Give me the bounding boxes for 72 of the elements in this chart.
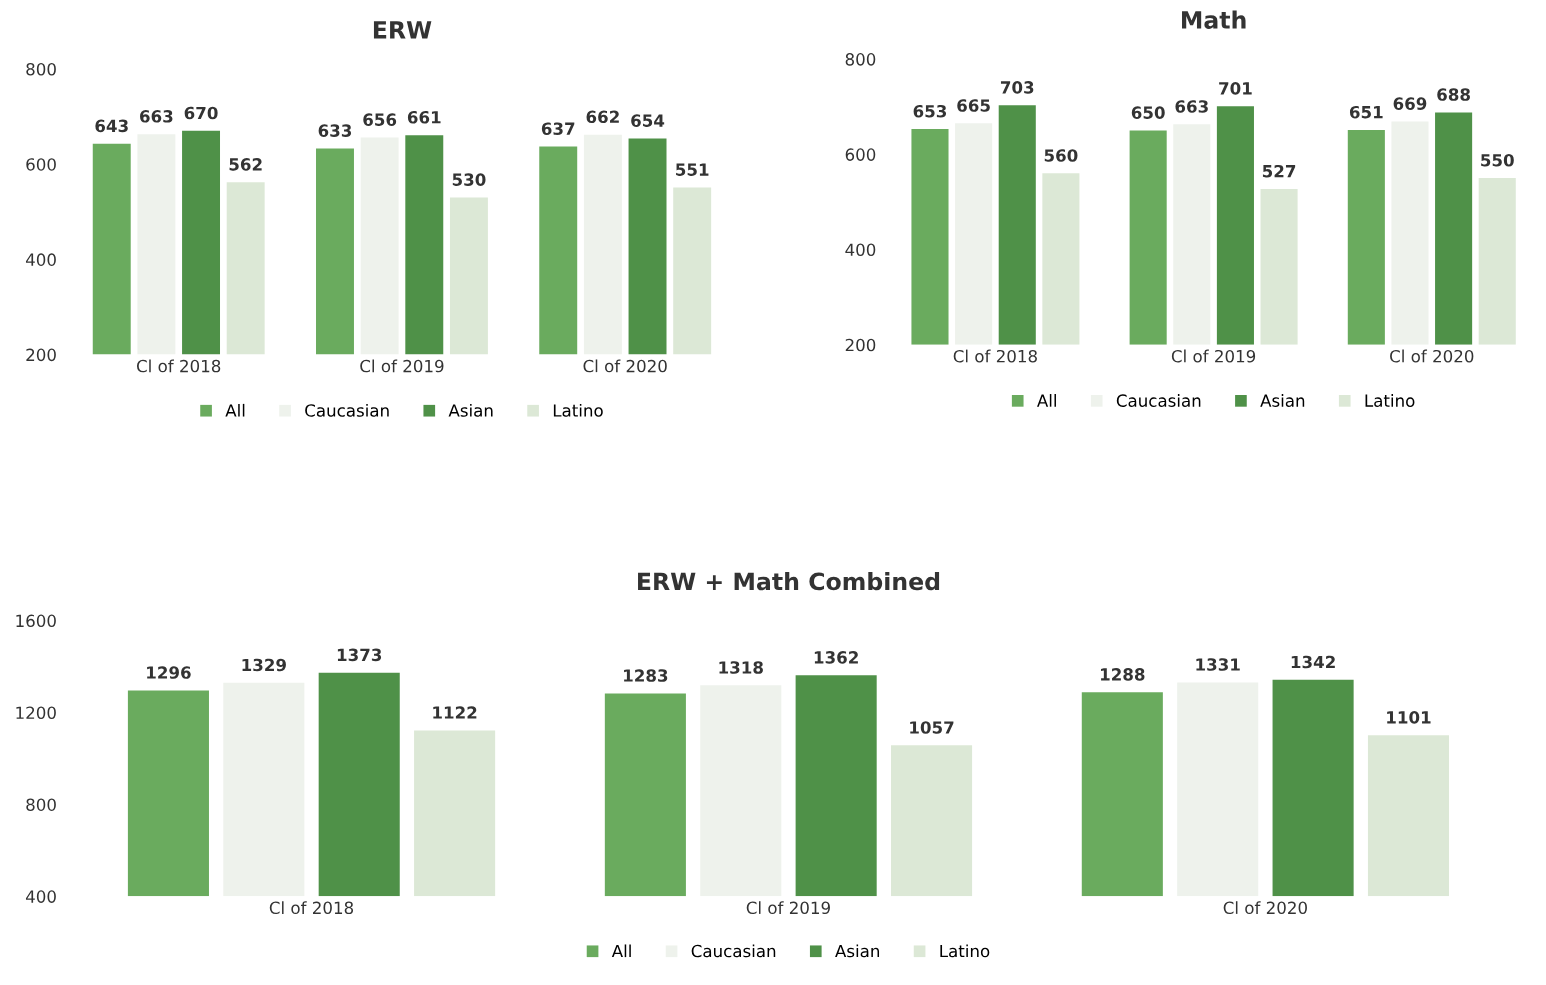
chart-title: Math xyxy=(1182,10,1246,29)
data-label: 643 xyxy=(95,119,128,133)
x-tick-label: Cl of 2018 xyxy=(269,901,354,915)
data-label: 669 xyxy=(1393,97,1427,110)
data-label: 1331 xyxy=(1196,658,1240,671)
data-label: 1318 xyxy=(719,661,763,674)
y-tick-label: 400 xyxy=(25,890,56,903)
data-label: 662 xyxy=(586,110,619,124)
legend-label: All xyxy=(1037,394,1056,407)
y-tick-label: 200 xyxy=(845,338,876,352)
legend-label: Latino xyxy=(1365,394,1415,407)
y-tick-label: 400 xyxy=(845,243,876,257)
data-label: 1101 xyxy=(1387,711,1431,724)
legend-label: Caucasian xyxy=(691,944,776,958)
x-tick-label: Cl of 2019 xyxy=(1171,349,1256,363)
x-tick-label: Cl of 2020 xyxy=(1390,349,1474,363)
x-tick-label: Cl of 2018 xyxy=(953,349,1037,363)
legend-label: Asian xyxy=(835,944,880,958)
data-label: 1122 xyxy=(433,706,477,719)
data-label: 551 xyxy=(676,163,709,176)
data-label: 661 xyxy=(407,110,441,124)
data-label: 633 xyxy=(318,124,352,137)
data-label: 654 xyxy=(631,114,665,127)
data-label: 651 xyxy=(1349,105,1383,119)
x-tick-label: Cl of 2019 xyxy=(746,901,830,915)
data-label: 701 xyxy=(1219,82,1252,95)
y-tick-label: 800 xyxy=(845,53,876,66)
chart-title: ERW xyxy=(373,21,432,39)
data-label: 530 xyxy=(452,173,486,186)
data-label: 1296 xyxy=(147,666,191,679)
data-label: 663 xyxy=(1175,100,1208,113)
data-label: 653 xyxy=(913,104,947,118)
data-label: 1329 xyxy=(242,658,286,672)
y-tick-label: 600 xyxy=(845,148,876,161)
y-tick-label: 400 xyxy=(25,253,56,266)
data-label: 1288 xyxy=(1101,668,1145,681)
y-tick-label: 800 xyxy=(26,62,56,76)
chart-title: ERW + Math Combined xyxy=(638,572,940,591)
data-label: 665 xyxy=(957,99,990,112)
data-label: 656 xyxy=(363,113,397,126)
data-label: 562 xyxy=(229,158,262,171)
data-label: 688 xyxy=(1437,88,1470,101)
legend-label: Caucasian xyxy=(305,403,389,417)
data-label: 1362 xyxy=(814,651,858,664)
data-label: 1057 xyxy=(910,721,954,734)
y-tick-label: 1200 xyxy=(16,706,56,720)
legend-label: Latino xyxy=(553,403,603,417)
x-tick-label: Cl of 2019 xyxy=(360,359,444,373)
y-tick-label: 1600 xyxy=(16,614,56,628)
legend-label: All xyxy=(225,403,245,417)
data-label: 527 xyxy=(1262,164,1296,178)
data-label: 1342 xyxy=(1291,655,1335,669)
y-tick-label: 600 xyxy=(26,158,56,171)
legend-label: Asian xyxy=(1260,394,1305,407)
legend-label: Asian xyxy=(448,403,493,417)
data-label: 670 xyxy=(184,106,218,120)
y-tick-label: 200 xyxy=(26,348,56,362)
data-label: 650 xyxy=(1131,106,1165,119)
x-tick-label: Cl of 2018 xyxy=(136,359,221,373)
data-label: 663 xyxy=(140,110,173,123)
data-label: 560 xyxy=(1044,149,1078,162)
data-label: 703 xyxy=(1000,81,1034,94)
x-tick-label: Cl of 2020 xyxy=(1223,901,1307,915)
y-tick-label: 800 xyxy=(26,798,56,811)
legend-label: Latino xyxy=(940,944,990,958)
x-tick-label: Cl of 2020 xyxy=(583,359,667,373)
data-label: 550 xyxy=(1481,153,1514,167)
legend-label: Caucasian xyxy=(1116,394,1201,407)
data-label: 1373 xyxy=(337,648,382,662)
data-label: 637 xyxy=(541,122,575,135)
legend-label: All xyxy=(611,944,631,958)
data-label: 1283 xyxy=(624,669,668,682)
